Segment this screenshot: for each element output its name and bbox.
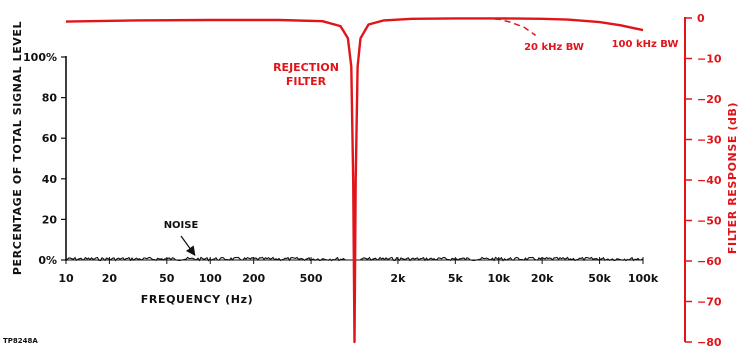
x-tick-label: 20k [531, 272, 554, 285]
filter-response-curves [65, 17, 644, 344]
right-y-tick-label: 0 [697, 12, 705, 25]
annotation-20khz-bw: 20 kHz BW [524, 42, 584, 53]
x-tick-label: 2k [390, 272, 406, 285]
x-axis-label: FREQUENCY (Hz) [141, 293, 253, 306]
right-y-tick-label: −70 [697, 296, 722, 309]
annotation-100khz-bw: 100 kHz BW [612, 39, 679, 50]
x-tick-label: 10k [487, 272, 510, 285]
left-y-axis-label: PERCENTAGE OF TOTAL SIGNAL LEVEL [11, 21, 24, 275]
annotation-filter: FILTER [286, 75, 327, 88]
x-tick-label: 50 [159, 272, 175, 285]
annotation-noise: NOISE [164, 220, 199, 231]
left-y-tick-label: 100% [23, 51, 57, 64]
x-tick-label: 200 [242, 272, 265, 285]
noise-segment [360, 256, 643, 262]
noise-segment [65, 256, 347, 262]
noise-arrow [180, 235, 196, 256]
right-y-tick-label: −60 [697, 255, 722, 268]
filter-response-100khz-line [65, 17, 644, 344]
x-tick-label: 10 [58, 272, 74, 285]
x-tick-label: 100k [628, 272, 659, 285]
left-y-tick-label: 0% [38, 254, 57, 267]
left-y-ticks: 0% 20 40 60 80 100% [23, 51, 66, 267]
left-y-tick-label: 60 [42, 132, 58, 145]
left-y-tick-label: 80 [42, 92, 58, 105]
x-tick-label: 500 [300, 272, 323, 285]
right-y-ticks: 0 −10 −20 −30 −40 −50 −60 −70 −80 [685, 12, 722, 349]
left-y-tick-label: 40 [42, 173, 58, 186]
right-y-axis-label: FILTER RESPONSE (dB) [726, 102, 739, 254]
right-y-tick-label: −10 [697, 53, 722, 66]
x-tick-label: 20 [102, 272, 118, 285]
annotation-rejection: REJECTION [273, 61, 339, 74]
x-tick-label: 50k [588, 272, 611, 285]
right-y-tick-label: −80 [697, 336, 722, 349]
right-y-tick-label: −30 [697, 134, 722, 147]
noise-trace [65, 256, 643, 262]
x-ticks: 10 20 50 100 200 500 2k 5k 10k 20k 50k 100k [58, 257, 659, 285]
x-tick-label: 100 [199, 272, 222, 285]
right-y-tick-label: −40 [697, 174, 722, 187]
x-tick-label: 5k [448, 272, 464, 285]
right-y-tick-label: −50 [697, 215, 722, 228]
filter-response-20khz-line [484, 17, 537, 37]
right-y-tick-label: −20 [697, 93, 722, 106]
left-y-tick-label: 20 [42, 213, 58, 226]
figure-id: TP8248A [3, 337, 38, 345]
